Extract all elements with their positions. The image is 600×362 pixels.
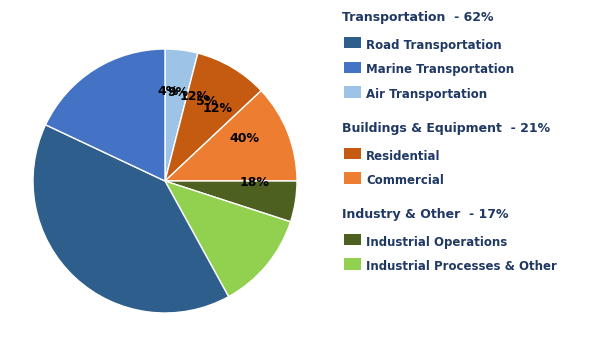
- Text: 40%: 40%: [229, 132, 259, 146]
- Text: Buildings & Equipment  - 21%: Buildings & Equipment - 21%: [342, 122, 550, 135]
- Text: Industry & Other  - 17%: Industry & Other - 17%: [342, 208, 508, 221]
- Text: 9%: 9%: [168, 86, 189, 99]
- Wedge shape: [46, 49, 165, 181]
- Wedge shape: [33, 125, 229, 313]
- Text: 18%: 18%: [240, 176, 269, 189]
- Text: 4%: 4%: [158, 85, 179, 98]
- Text: 12%: 12%: [179, 90, 209, 103]
- Wedge shape: [165, 53, 261, 181]
- Wedge shape: [165, 181, 290, 297]
- Wedge shape: [165, 49, 198, 181]
- Text: Transportation  - 62%: Transportation - 62%: [342, 11, 493, 24]
- Wedge shape: [165, 181, 297, 222]
- Text: Marine Transportation: Marine Transportation: [366, 63, 514, 76]
- Text: 12%: 12%: [203, 102, 233, 115]
- Text: Commercial: Commercial: [366, 174, 444, 187]
- Text: Industrial Processes & Other: Industrial Processes & Other: [366, 260, 557, 273]
- Text: Residential: Residential: [366, 150, 440, 163]
- Text: Industrial Operations: Industrial Operations: [366, 236, 507, 249]
- Text: Air Transportation: Air Transportation: [366, 88, 487, 101]
- Text: 5%: 5%: [196, 95, 217, 108]
- Text: Road Transportation: Road Transportation: [366, 39, 502, 52]
- Wedge shape: [165, 90, 297, 181]
